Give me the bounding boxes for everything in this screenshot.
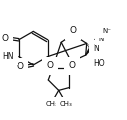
- Text: CH₃: CH₃: [59, 101, 72, 107]
- Text: CH₃: CH₃: [45, 101, 58, 107]
- Text: N⁺: N⁺: [98, 36, 107, 42]
- Text: HN: HN: [2, 52, 14, 61]
- Text: O: O: [16, 62, 23, 71]
- Text: O: O: [69, 61, 76, 70]
- Text: O: O: [69, 26, 76, 35]
- Text: O: O: [46, 61, 53, 70]
- Text: HO: HO: [93, 59, 104, 68]
- Text: N⁻: N⁻: [102, 28, 111, 34]
- Polygon shape: [86, 45, 93, 55]
- Text: O: O: [2, 34, 9, 43]
- Text: N: N: [93, 44, 99, 53]
